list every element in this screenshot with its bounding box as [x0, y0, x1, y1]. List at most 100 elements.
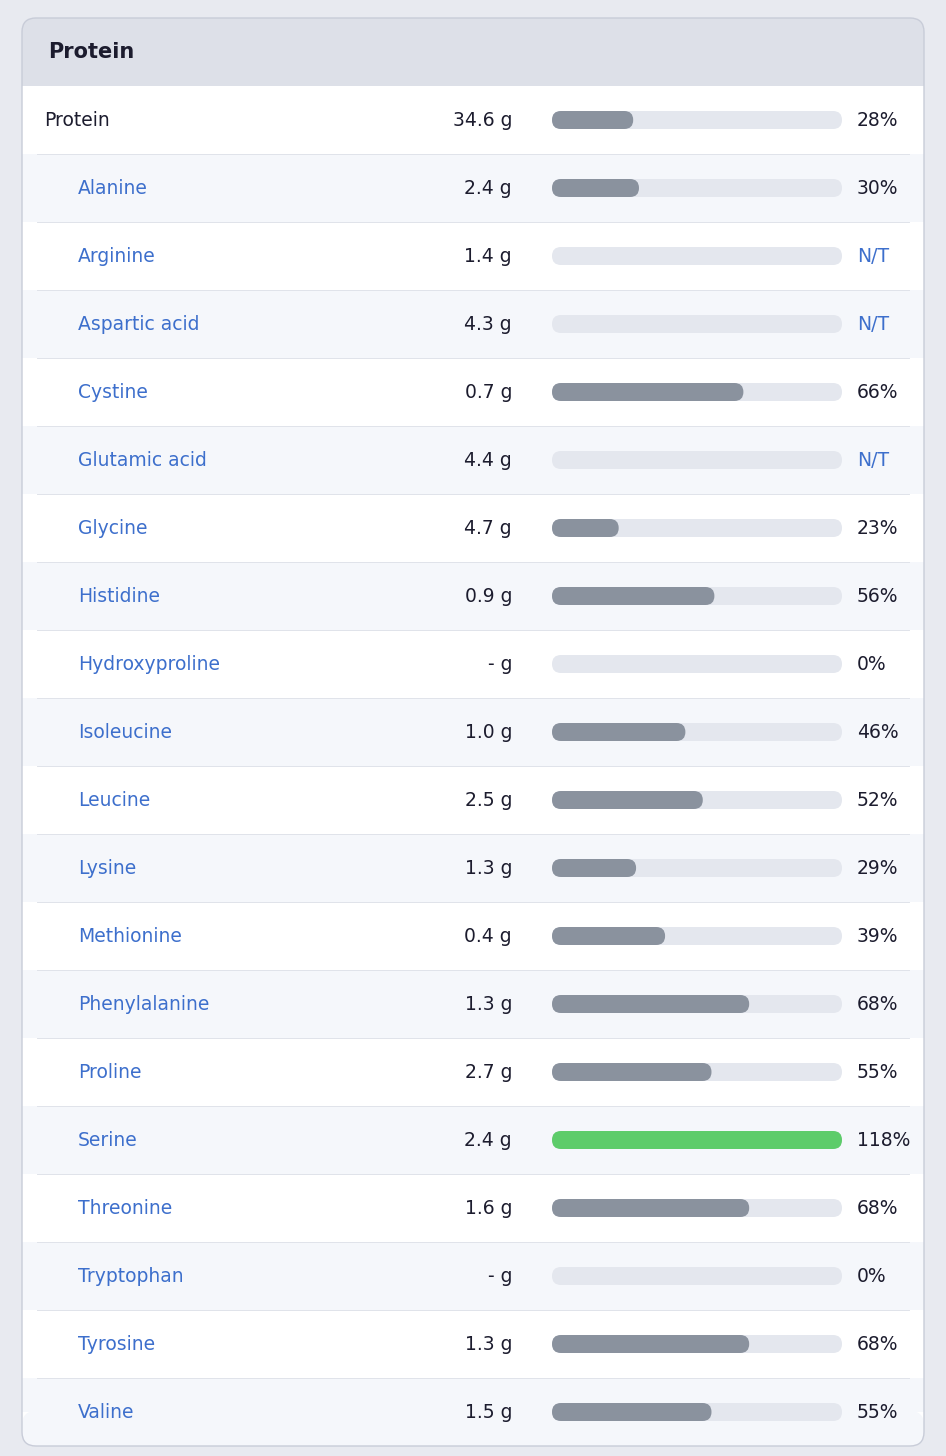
Bar [22, 52, 924, 86]
Text: - g: - g [487, 655, 512, 674]
FancyBboxPatch shape [552, 859, 636, 877]
Text: 30%: 30% [857, 179, 899, 198]
FancyBboxPatch shape [552, 1131, 842, 1149]
FancyBboxPatch shape [552, 587, 842, 606]
Text: Protein: Protein [44, 111, 110, 130]
Text: Phenylalanine: Phenylalanine [78, 994, 209, 1013]
FancyBboxPatch shape [552, 383, 744, 400]
Text: N/T: N/T [857, 450, 889, 469]
Bar [22, 970, 924, 1038]
Bar [22, 290, 924, 358]
FancyBboxPatch shape [552, 994, 749, 1013]
Text: 1.3 g: 1.3 g [464, 1335, 512, 1354]
FancyBboxPatch shape [552, 1404, 711, 1421]
FancyBboxPatch shape [552, 179, 842, 197]
Bar [22, 1038, 924, 1107]
Text: 66%: 66% [857, 383, 899, 402]
Text: 29%: 29% [857, 859, 899, 878]
FancyBboxPatch shape [22, 17, 924, 1446]
FancyBboxPatch shape [22, 17, 924, 86]
FancyBboxPatch shape [552, 111, 633, 130]
Text: 2.7 g: 2.7 g [464, 1063, 512, 1082]
FancyBboxPatch shape [552, 927, 665, 945]
FancyBboxPatch shape [552, 451, 842, 469]
Text: 118%: 118% [857, 1130, 910, 1149]
Text: 2.4 g: 2.4 g [464, 179, 512, 198]
Text: Threonine: Threonine [78, 1198, 172, 1217]
Bar [22, 221, 924, 290]
Text: 1.3 g: 1.3 g [464, 994, 512, 1013]
Bar [22, 630, 924, 697]
Text: 1.5 g: 1.5 g [464, 1402, 512, 1421]
Text: Aspartic acid: Aspartic acid [78, 314, 200, 333]
FancyBboxPatch shape [552, 587, 714, 606]
FancyBboxPatch shape [552, 791, 703, 810]
Text: 4.4 g: 4.4 g [464, 450, 512, 469]
FancyBboxPatch shape [552, 1404, 842, 1421]
Text: 0%: 0% [857, 655, 886, 674]
Text: 52%: 52% [857, 791, 899, 810]
Text: 68%: 68% [857, 1198, 899, 1217]
Text: 1.0 g: 1.0 g [464, 722, 512, 741]
Text: 1.6 g: 1.6 g [464, 1198, 512, 1217]
Text: Alanine: Alanine [78, 179, 148, 198]
FancyBboxPatch shape [552, 859, 842, 877]
Bar [22, 903, 924, 970]
Bar [22, 1107, 924, 1174]
FancyBboxPatch shape [552, 994, 842, 1013]
Bar [22, 86, 924, 154]
Text: 4.7 g: 4.7 g [464, 518, 512, 537]
Text: Glutamic acid: Glutamic acid [78, 450, 207, 469]
Text: 39%: 39% [857, 926, 899, 945]
Text: 23%: 23% [857, 518, 899, 537]
FancyBboxPatch shape [552, 518, 842, 537]
Text: N/T: N/T [857, 246, 889, 265]
FancyBboxPatch shape [552, 927, 842, 945]
Text: - g: - g [487, 1267, 512, 1286]
Text: 55%: 55% [857, 1063, 899, 1082]
Text: Tyrosine: Tyrosine [78, 1335, 155, 1354]
Bar [22, 1377, 924, 1412]
Text: Leucine: Leucine [78, 791, 150, 810]
FancyBboxPatch shape [552, 724, 842, 741]
Bar [22, 494, 924, 562]
FancyBboxPatch shape [552, 1198, 842, 1217]
FancyBboxPatch shape [22, 1411, 924, 1446]
Bar [22, 1242, 924, 1310]
Text: Isoleucine: Isoleucine [78, 722, 172, 741]
Text: Cystine: Cystine [78, 383, 148, 402]
Text: N/T: N/T [857, 314, 889, 333]
Text: Hydroxyproline: Hydroxyproline [78, 655, 220, 674]
Text: 2.4 g: 2.4 g [464, 1130, 512, 1149]
Text: 2.5 g: 2.5 g [464, 791, 512, 810]
Text: 28%: 28% [857, 111, 899, 130]
Bar [22, 834, 924, 903]
Text: Glycine: Glycine [78, 518, 148, 537]
FancyBboxPatch shape [552, 314, 842, 333]
FancyBboxPatch shape [552, 1131, 842, 1149]
Text: 55%: 55% [857, 1402, 899, 1421]
FancyBboxPatch shape [552, 1063, 711, 1080]
Text: Proline: Proline [78, 1063, 142, 1082]
Text: 68%: 68% [857, 1335, 899, 1354]
Text: 0.4 g: 0.4 g [464, 926, 512, 945]
FancyBboxPatch shape [552, 1267, 842, 1286]
Text: 0.9 g: 0.9 g [464, 587, 512, 606]
Bar [22, 697, 924, 766]
Bar [22, 766, 924, 834]
Bar [22, 358, 924, 427]
Text: Methionine: Methionine [78, 926, 182, 945]
Text: 1.3 g: 1.3 g [464, 859, 512, 878]
Bar [22, 1310, 924, 1377]
Text: 68%: 68% [857, 994, 899, 1013]
Text: Tryptophan: Tryptophan [78, 1267, 184, 1286]
Text: 0%: 0% [857, 1267, 886, 1286]
Bar [22, 154, 924, 221]
FancyBboxPatch shape [552, 1335, 749, 1353]
Text: 0.7 g: 0.7 g [464, 383, 512, 402]
Bar [22, 427, 924, 494]
FancyBboxPatch shape [552, 111, 842, 130]
Text: 1.4 g: 1.4 g [464, 246, 512, 265]
FancyBboxPatch shape [552, 1335, 842, 1353]
FancyBboxPatch shape [552, 248, 842, 265]
